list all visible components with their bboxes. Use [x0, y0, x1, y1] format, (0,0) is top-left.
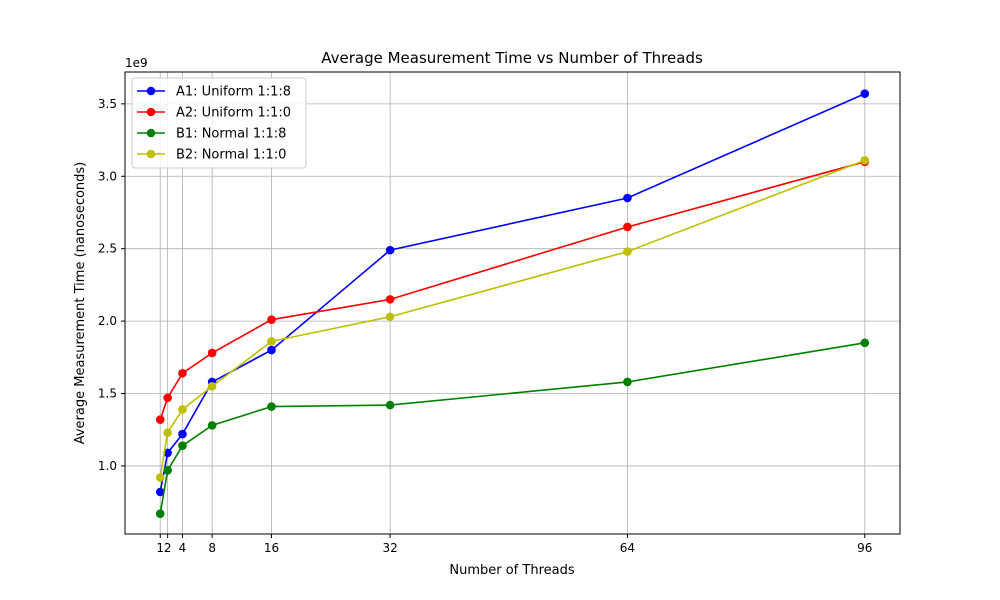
series-b2	[155, 156, 870, 482]
y-tick-label: 1.0	[98, 459, 117, 473]
data-point	[267, 345, 276, 355]
x-axis-label: Number of Threads	[449, 563, 574, 578]
series-line	[159, 342, 865, 514]
series-layer	[155, 89, 870, 519]
data-point	[178, 429, 187, 439]
data-point	[163, 448, 172, 458]
data-point	[163, 393, 172, 403]
legend-entry: A1: Uniform 1:1:8	[137, 85, 291, 100]
series-b1	[155, 338, 870, 519]
data-point	[860, 338, 870, 348]
data-point	[860, 89, 870, 99]
chart-title: Average Measurement Time vs Number of Th…	[321, 49, 703, 67]
legend-label: B2: Normal 1:1:0	[176, 148, 286, 163]
data-point	[155, 473, 165, 482]
legend-entry: B2: Normal 1:1:0	[137, 148, 286, 163]
x-tick-label: 32	[382, 541, 397, 555]
legend: A1: Uniform 1:1:8 A2: Uniform 1:1:0 B1: No…	[131, 77, 307, 169]
data-point	[207, 348, 217, 358]
y-tick-label: 2.5	[98, 242, 117, 256]
legend-marker	[146, 128, 156, 138]
data-point	[267, 402, 276, 411]
x-tick-label: 96	[857, 541, 872, 555]
plot-frame	[124, 71, 901, 535]
data-point	[860, 156, 870, 165]
y-tick-label: 3.5	[98, 97, 117, 111]
legend-box	[131, 77, 307, 169]
legend-label: B1: Normal 1:1:8	[176, 127, 286, 142]
data-point	[207, 381, 217, 391]
series-a1	[155, 89, 870, 497]
data-point	[385, 312, 395, 322]
data-point	[267, 315, 276, 324]
x-tick-label: 4	[179, 541, 187, 555]
x-tick-label: 2	[164, 541, 172, 555]
legend-entry: B1: Normal 1:1:8	[137, 127, 286, 142]
data-point	[623, 247, 632, 256]
data-point	[267, 337, 276, 346]
data-point	[178, 368, 187, 378]
data-point	[178, 405, 187, 414]
data-point	[385, 245, 395, 255]
data-point	[623, 193, 632, 203]
legend-marker	[146, 107, 156, 117]
y-tick-label: 2.0	[98, 314, 117, 328]
series-line	[159, 161, 865, 420]
data-point	[178, 441, 187, 450]
legend-label: A2: Uniform 1:1:0	[176, 106, 291, 121]
data-point	[623, 222, 632, 232]
x-tick-label: 64	[620, 541, 635, 555]
data-point	[155, 415, 165, 424]
data-point	[155, 509, 165, 519]
y-axis-label: Average Measurement Time (nanoseconds)	[73, 162, 88, 445]
x-tick-label: 16	[264, 541, 279, 555]
data-point	[155, 487, 165, 497]
data-point	[207, 421, 217, 430]
x-tick-label: 1	[156, 541, 164, 555]
data-point	[385, 400, 395, 410]
y-tick-label: 1.5	[98, 387, 117, 401]
data-point	[163, 465, 172, 475]
data-point	[163, 428, 172, 437]
legend-label: A1: Uniform 1:1:8	[176, 85, 291, 100]
data-point	[623, 377, 632, 387]
legend-marker	[146, 149, 156, 159]
data-point	[385, 295, 395, 304]
x-tick-label: 8	[208, 541, 216, 555]
ticks: 1 2 4 8 16 32 64 96 1.0 1.5 2.0 2.5 3.0 3.5	[98, 97, 873, 555]
legend-marker	[146, 86, 156, 96]
series-line	[159, 159, 866, 478]
legend-entry: A2: Uniform 1:1:0	[137, 106, 291, 121]
y-offset-label: 1e9	[125, 56, 148, 70]
y-tick-label: 3.0	[98, 169, 117, 183]
series-a2	[155, 157, 870, 424]
